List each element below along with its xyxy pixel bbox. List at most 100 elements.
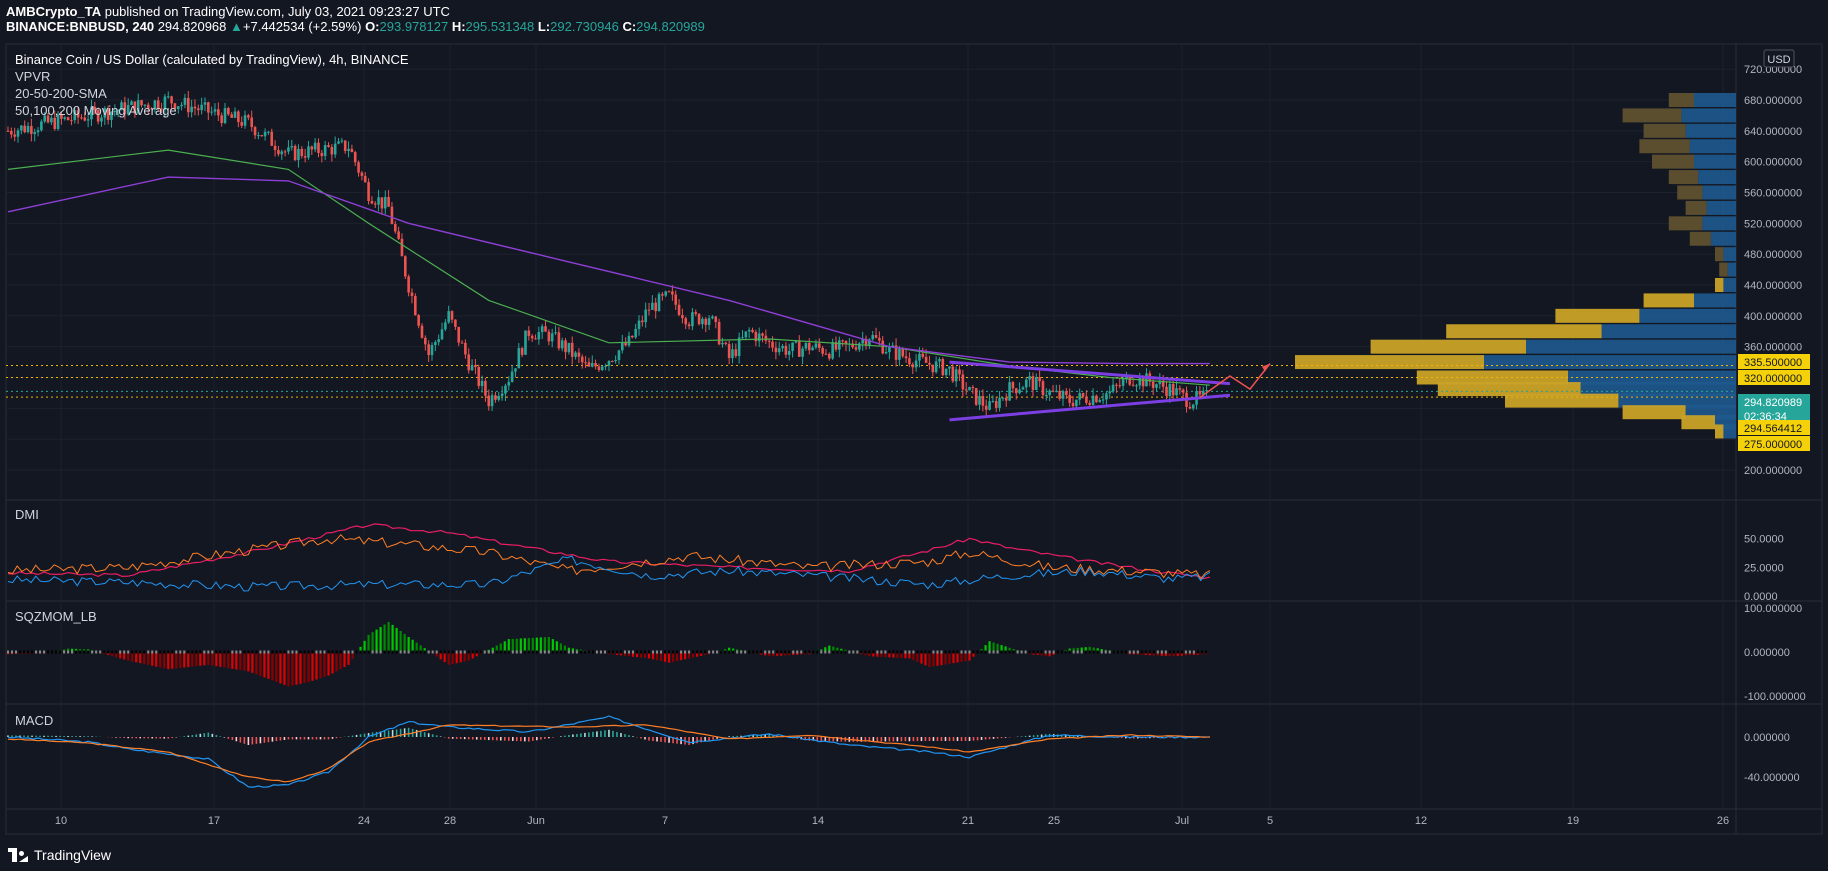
sqz-dot [1160,650,1163,654]
candle-body [350,148,354,153]
candle-body [577,352,581,357]
candle-body [664,291,668,296]
price-tag-label: 294.564412 [1744,423,1802,435]
candle-body [183,97,187,105]
candle-body [293,145,297,161]
sqz-dot [623,650,626,654]
sqz-dot [900,650,903,654]
sqz-dot [784,650,787,654]
candle-body [824,353,828,355]
candle-body [1151,381,1155,388]
candle-body [420,325,424,338]
candle-body [754,331,758,342]
indicator-sma[interactable]: 20-50-200-SMA [15,86,107,101]
candle-body [146,104,150,109]
candle-body [681,314,684,319]
sqz-dot [483,650,486,654]
vp-bar-up [1706,200,1736,215]
sqz-dot [19,650,22,654]
sqz-dot [127,650,130,654]
candle-body [547,331,551,342]
candle-body [510,371,514,382]
candle-body [731,349,734,359]
macd-pane: 0.000000 -40.000000 [7,715,1800,788]
sqz-dot [351,650,354,654]
sqz-dot [515,650,518,654]
time-axis-label: 21 [962,815,974,827]
vp-bar-up [1639,308,1736,323]
sqz-dot [327,650,330,654]
candle-body [714,316,718,322]
sqz-dot [976,650,979,654]
sqz-dot [696,650,699,654]
sqz-dot [507,650,510,654]
footer-brand[interactable]: TradingView [34,847,112,863]
candle-body [193,106,197,109]
candle-body [484,380,487,396]
candle-body [1008,382,1011,401]
candle-body [701,318,704,325]
candle-body [1038,377,1041,382]
sqz-dot [692,650,695,654]
sqz-dot [824,650,827,654]
candle-body [874,335,878,338]
candle-body [1075,399,1078,407]
candle-body [534,338,537,340]
vp-bar-down [1639,139,1690,154]
candle-body [621,342,624,351]
candle-body [86,119,90,121]
candle-body [220,115,223,124]
candle-body [1181,389,1185,393]
dmi-title[interactable]: DMI [15,507,39,522]
candle-body [747,329,751,332]
sqz-dot [896,650,899,654]
candle-body [1098,400,1102,403]
candle-body [470,365,474,371]
candle-body [247,115,250,118]
price-axis: 720.000000680.000000640.000000600.000000… [1744,64,1802,477]
candle-body [821,347,824,354]
sqz-dot [163,650,166,654]
sqz-dot [419,650,422,654]
currency-label: USD [1767,54,1790,66]
sqz-dot [1072,650,1075,654]
sqz-dot [591,650,594,654]
sqz-title[interactable]: SQZMOM_LB [15,609,97,624]
candle-body [661,294,664,296]
candle-body [817,343,821,348]
sqz-dot [431,650,434,654]
sqz-dot [247,650,250,654]
macd-title[interactable]: MACD [15,713,54,728]
candle-body [477,367,481,386]
sqz-dot [203,650,206,654]
sqz-dot [684,650,687,654]
candle-body [90,106,93,120]
sqz-dot [1128,650,1131,654]
sqz-dot [87,650,90,654]
sqz-dot [103,650,106,654]
price-tag-label: 294.820989 [1744,397,1802,409]
candle-body [607,360,611,366]
sqz-dot [652,650,655,654]
price-axis-label: 680.000000 [1744,95,1802,107]
candle-body [1165,386,1168,396]
candle-body [767,340,771,342]
sqz-dot [399,650,402,654]
candle-body [1128,375,1132,385]
candle-body [1065,391,1068,395]
candle-body [838,340,841,350]
candle-body [343,140,347,152]
sqz-dot [852,650,855,654]
candle-body [480,380,484,386]
indicator-ma[interactable]: 50,100,200 Moving Average [15,103,177,118]
sqz-dot [463,650,466,654]
candle-body [283,151,287,153]
candle-body [263,131,267,137]
candle-body [834,342,838,350]
dmi-axis-label: 50.0000 [1744,534,1784,546]
indicator-vpvr[interactable]: VPVR [15,69,51,84]
candle-body [186,97,190,113]
currency-badge[interactable]: USD [1763,49,1795,68]
author-name[interactable]: AMBCrypto_TA [6,4,102,19]
